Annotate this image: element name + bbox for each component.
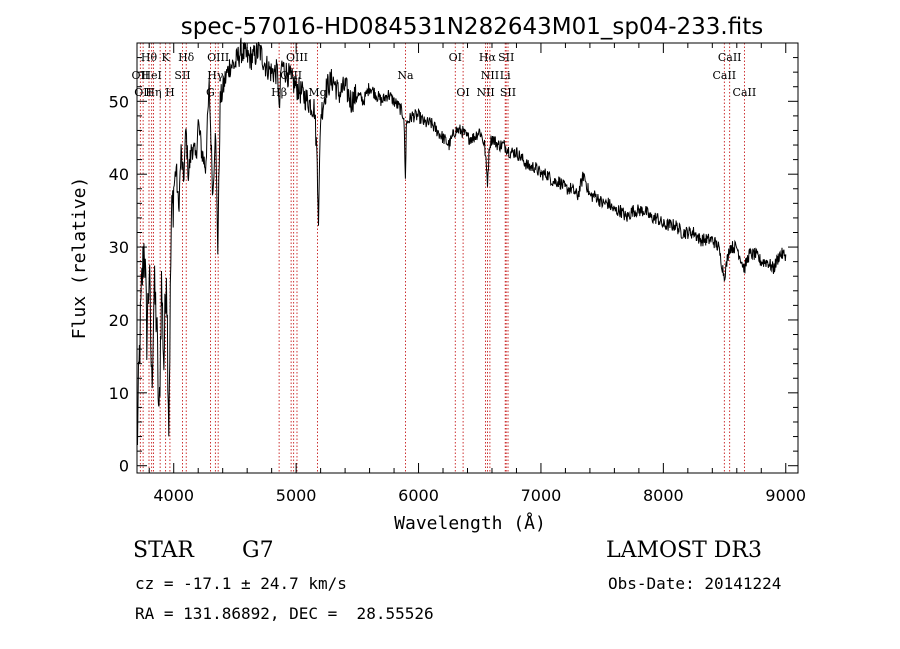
object-type: STAR xyxy=(133,538,194,563)
survey-name: LAMOST DR3 xyxy=(606,538,762,563)
y-tick-label-5: 50 xyxy=(109,92,129,111)
line-label-23: Mg xyxy=(308,86,326,99)
y-tick-label-0: 0 xyxy=(119,457,129,476)
line-label-16: Li xyxy=(500,69,511,82)
chart-title: spec-57016-HD084531N282643M01_sp04-233.f… xyxy=(181,14,763,40)
line-label-21: G xyxy=(206,86,215,99)
x-tick-label-3: 7000 xyxy=(521,486,562,505)
line-label-0: Hθ xyxy=(141,51,158,64)
line-label-19: Hη xyxy=(145,86,161,99)
y-axis-label: Flux (relative) xyxy=(69,177,90,340)
x-tick-label-0: 4000 xyxy=(153,486,194,505)
y-tick-label-1: 10 xyxy=(109,384,129,403)
coordinates-readout: RA = 131.86892, DEC = 28.55526 xyxy=(135,604,434,623)
y-tick-label-3: 30 xyxy=(109,238,129,257)
line-label-22: Hβ xyxy=(271,86,287,99)
line-label-2: Hδ xyxy=(178,51,195,64)
object-subclass: G7 xyxy=(242,538,274,563)
line-label-14: Na xyxy=(397,69,414,82)
line-label-15: NII xyxy=(481,69,499,82)
x-tick-label-2: 6000 xyxy=(398,486,439,505)
line-label-5: OI xyxy=(449,51,462,64)
line-label-18: OII xyxy=(134,86,152,99)
y-tick-label-4: 40 xyxy=(109,165,129,184)
line-label-11: SII xyxy=(174,69,190,82)
x-tick-label-5: 9000 xyxy=(765,486,806,505)
line-label-7: SII xyxy=(498,51,514,64)
observation-date: Obs-Date: 20141224 xyxy=(608,574,782,593)
spectrum-series xyxy=(136,37,787,446)
line-label-24: OI xyxy=(456,86,469,99)
plot-frame xyxy=(136,42,799,474)
y-tick-label-2: 20 xyxy=(109,311,129,330)
redshift-readout: cz = -17.1 ± 24.7 km/s xyxy=(135,574,347,593)
line-label-17: CaII xyxy=(712,69,736,82)
line-label-4: OIII xyxy=(286,51,308,64)
line-label-10: HeI xyxy=(141,69,161,82)
line-label-6: Hα xyxy=(479,51,497,64)
x-tick-label-1: 5000 xyxy=(276,486,317,505)
line-label-1: K xyxy=(162,51,171,64)
axis-ticks: 4000 5000 6000 7000 8000 9000 0 10 20 30 40 50 xyxy=(109,43,806,505)
line-label-26: SII xyxy=(500,86,516,99)
x-axis-label: Wavelength (Å) xyxy=(394,512,546,534)
line-label-3: OIII xyxy=(207,51,229,64)
x-tick-label-4: 8000 xyxy=(643,486,684,505)
line-label-25: NII xyxy=(476,86,494,99)
series-spectrum xyxy=(136,37,787,446)
line-label-8: CaII xyxy=(718,51,742,64)
spectral-line-markers xyxy=(139,43,745,473)
line-label-12: Hγ xyxy=(207,69,224,82)
line-label-27: CaII xyxy=(733,86,757,99)
line-label-20: H xyxy=(165,86,175,99)
line-label-9: OII xyxy=(131,69,149,82)
